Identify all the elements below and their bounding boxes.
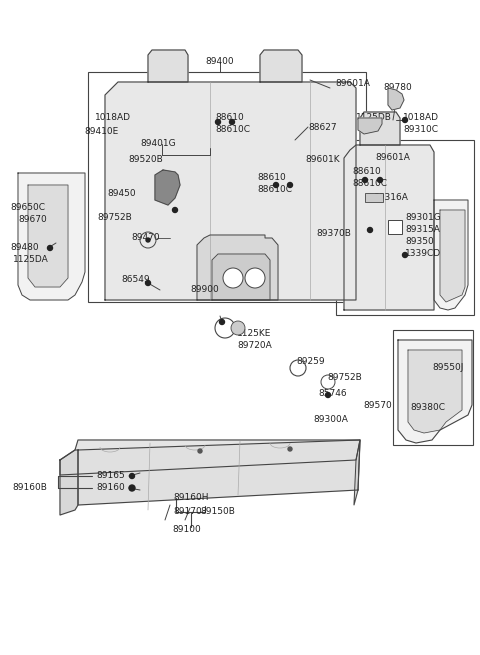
Text: 89570: 89570: [363, 402, 392, 411]
Text: 1018AD: 1018AD: [95, 113, 131, 122]
Text: 85746: 85746: [318, 388, 347, 398]
Text: 88610: 88610: [215, 113, 244, 121]
Text: 89160: 89160: [96, 483, 125, 493]
Text: 86549: 86549: [121, 276, 150, 284]
Bar: [365, 193, 383, 202]
Text: 89165: 89165: [96, 472, 125, 481]
Text: 89316A: 89316A: [373, 193, 408, 202]
Text: 89900: 89900: [190, 286, 219, 295]
Bar: [388, 220, 402, 234]
Text: 89300A: 89300A: [313, 415, 348, 424]
Text: 88610: 88610: [257, 174, 286, 183]
Polygon shape: [60, 440, 360, 475]
Text: 89480: 89480: [10, 244, 38, 252]
Circle shape: [274, 183, 278, 187]
Text: 89160H: 89160H: [173, 493, 208, 502]
Text: 89470: 89470: [131, 233, 160, 242]
Polygon shape: [148, 50, 188, 82]
Text: 89450: 89450: [107, 189, 136, 198]
Text: 89310C: 89310C: [403, 124, 438, 134]
Text: 89650C: 89650C: [10, 204, 45, 212]
Text: 1125DB: 1125DB: [356, 113, 392, 121]
Circle shape: [325, 392, 331, 398]
Text: 89401G: 89401G: [140, 140, 176, 149]
Text: 88610C: 88610C: [215, 124, 250, 134]
Text: 89150B: 89150B: [200, 506, 235, 515]
Circle shape: [229, 119, 235, 124]
Polygon shape: [440, 210, 465, 302]
Circle shape: [145, 280, 151, 286]
Text: 1125DA: 1125DA: [13, 255, 49, 265]
Text: 89170: 89170: [173, 506, 202, 515]
Text: 89752B: 89752B: [327, 373, 362, 383]
Polygon shape: [360, 112, 400, 145]
Text: 89780: 89780: [383, 83, 412, 92]
Circle shape: [362, 178, 368, 183]
Circle shape: [403, 117, 408, 122]
Text: 89400: 89400: [206, 58, 234, 67]
Text: 89550J: 89550J: [432, 364, 463, 373]
Text: 89380C: 89380C: [410, 403, 445, 411]
Text: 89350: 89350: [405, 238, 434, 246]
Bar: [88, 72, 366, 302]
Text: 1339CD: 1339CD: [405, 250, 441, 259]
Text: 89160B: 89160B: [12, 483, 47, 493]
Text: 89315A: 89315A: [405, 225, 440, 233]
Circle shape: [403, 252, 408, 257]
Polygon shape: [434, 200, 468, 310]
Polygon shape: [388, 88, 404, 110]
Text: 89601A: 89601A: [335, 79, 370, 88]
Circle shape: [198, 449, 202, 453]
Circle shape: [172, 208, 178, 212]
Polygon shape: [105, 82, 356, 300]
Text: 88610C: 88610C: [257, 185, 292, 195]
Text: 89720A: 89720A: [237, 341, 272, 350]
Bar: [336, 140, 474, 315]
Polygon shape: [260, 50, 302, 82]
Circle shape: [368, 227, 372, 233]
Text: 88610C: 88610C: [352, 179, 387, 189]
Circle shape: [377, 178, 383, 183]
Polygon shape: [18, 173, 85, 300]
Text: 88627: 88627: [308, 122, 336, 132]
Circle shape: [48, 246, 52, 250]
Circle shape: [216, 119, 220, 124]
Text: 89100: 89100: [173, 525, 202, 534]
Circle shape: [231, 321, 245, 335]
Circle shape: [129, 485, 135, 491]
Polygon shape: [358, 118, 382, 134]
Text: 89601A: 89601A: [375, 153, 410, 162]
Text: 89670: 89670: [18, 215, 47, 225]
Circle shape: [219, 320, 225, 324]
Polygon shape: [408, 350, 462, 433]
Polygon shape: [197, 235, 278, 300]
Circle shape: [146, 238, 150, 242]
Circle shape: [223, 268, 243, 288]
Text: 89259: 89259: [296, 358, 324, 367]
Polygon shape: [354, 440, 360, 505]
Bar: [393, 330, 473, 445]
Text: 89301G: 89301G: [405, 212, 441, 221]
Text: 89370B: 89370B: [316, 229, 351, 238]
Text: 89752B: 89752B: [97, 214, 132, 223]
Circle shape: [130, 474, 134, 479]
Polygon shape: [344, 145, 434, 310]
Text: 88610: 88610: [352, 168, 381, 176]
Text: 1018AD: 1018AD: [403, 113, 439, 121]
Circle shape: [245, 268, 265, 288]
Polygon shape: [155, 170, 180, 205]
Circle shape: [288, 447, 292, 451]
Polygon shape: [78, 440, 360, 505]
Polygon shape: [60, 450, 78, 515]
Polygon shape: [398, 340, 472, 443]
Text: 89601K: 89601K: [305, 155, 340, 164]
Circle shape: [288, 183, 292, 187]
Polygon shape: [212, 254, 270, 300]
Text: 1125KE: 1125KE: [237, 329, 271, 337]
Text: 89410E: 89410E: [84, 126, 118, 136]
Text: 89520B: 89520B: [128, 155, 163, 164]
Polygon shape: [28, 185, 68, 287]
